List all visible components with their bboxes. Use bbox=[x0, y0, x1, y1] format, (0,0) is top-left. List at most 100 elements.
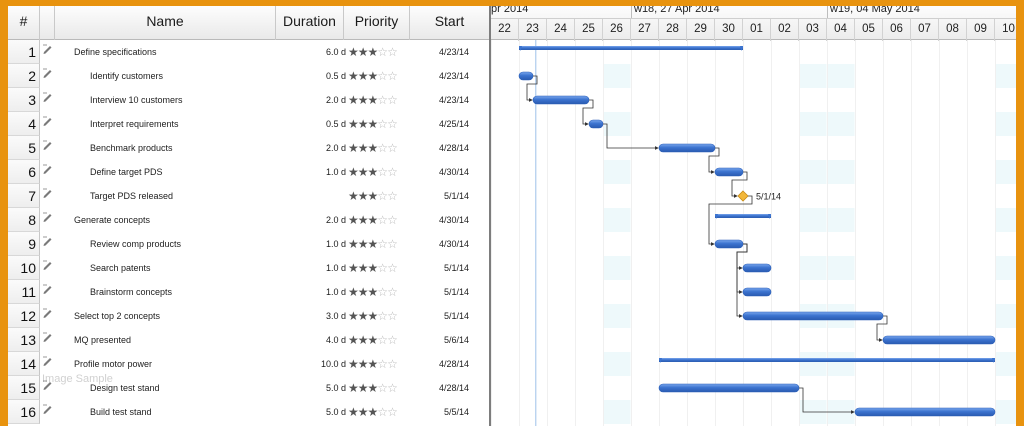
day-label[interactable]: 28 bbox=[659, 19, 687, 41]
task-duration[interactable]: 2.0 d bbox=[325, 95, 346, 105]
table-row[interactable]: 9 Review comp products 1.0 d ★★★☆☆ 4/30/14 bbox=[8, 232, 489, 256]
day-label[interactable]: 30 bbox=[715, 19, 743, 41]
priority-stars[interactable]: ★★★☆☆ bbox=[348, 280, 412, 304]
star-filled-icon[interactable]: ★ bbox=[367, 117, 379, 131]
star-filled-icon[interactable]: ★ bbox=[367, 357, 379, 371]
note-pencil-icon[interactable] bbox=[42, 331, 53, 343]
task-name[interactable]: Select top 2 concepts bbox=[74, 311, 161, 321]
note-pencil-icon[interactable] bbox=[42, 379, 53, 391]
task-start-date[interactable]: 4/30/14 bbox=[438, 215, 469, 225]
star-filled-icon[interactable]: ★ bbox=[348, 333, 359, 347]
star-filled-icon[interactable]: ★ bbox=[367, 309, 379, 323]
priority-stars[interactable]: ★★★☆☆ bbox=[348, 352, 412, 376]
task-duration[interactable]: 5.0 d bbox=[325, 407, 346, 417]
row-number[interactable]: 14 bbox=[8, 352, 40, 376]
star-filled-icon[interactable]: ★ bbox=[357, 141, 369, 155]
star-empty-icon[interactable]: ☆ bbox=[387, 189, 398, 203]
star-filled-icon[interactable]: ★ bbox=[367, 45, 379, 59]
priority-stars[interactable]: ★★★☆☆ bbox=[348, 136, 412, 160]
day-label[interactable]: 07 bbox=[911, 19, 939, 41]
row-number[interactable]: 1 bbox=[8, 40, 40, 64]
day-label[interactable]: 29 bbox=[687, 19, 715, 41]
star-filled-icon[interactable]: ★ bbox=[367, 69, 379, 83]
star-filled-icon[interactable]: ★ bbox=[357, 357, 369, 371]
star-empty-icon[interactable]: ☆ bbox=[377, 69, 388, 83]
priority-stars[interactable]: ★★★☆☆ bbox=[348, 184, 412, 208]
table-row[interactable]: 10 Search patents 1.0 d ★★★☆☆ 5/1/14 bbox=[8, 256, 489, 280]
star-filled-icon[interactable]: ★ bbox=[357, 381, 369, 395]
task-name[interactable]: Interpret requirements bbox=[90, 119, 179, 129]
day-label[interactable]: 25 bbox=[575, 19, 603, 41]
task-name[interactable]: Generate concepts bbox=[74, 215, 151, 225]
table-row[interactable]: 8 Generate concepts 2.0 d ★★★☆☆ 4/30/14 bbox=[8, 208, 489, 232]
task-duration[interactable]: 10.0 d bbox=[320, 359, 346, 369]
table-row[interactable]: 13 MQ presented 4.0 d ★★★☆☆ 5/6/14 bbox=[8, 328, 489, 352]
table-row[interactable]: 4 Interpret requirements 0.5 d ★★★☆☆ 4/25/14 bbox=[8, 112, 489, 136]
row-number[interactable]: 2 bbox=[8, 64, 40, 88]
task-name[interactable]: Design test stand bbox=[90, 383, 160, 393]
star-empty-icon[interactable]: ☆ bbox=[377, 381, 388, 395]
star-empty-icon[interactable]: ☆ bbox=[387, 381, 398, 395]
star-empty-icon[interactable]: ☆ bbox=[377, 261, 388, 275]
task-start-date[interactable]: 5/1/14 bbox=[443, 287, 469, 297]
table-row[interactable]: 3 Interview 10 customers 2.0 d ★★★☆☆ 4/23/14 bbox=[8, 88, 489, 112]
star-empty-icon[interactable]: ☆ bbox=[377, 165, 388, 179]
column-header-name[interactable]: Name bbox=[55, 6, 276, 40]
table-row[interactable]: 2 Identify customers 0.5 d ★★★☆☆ 4/23/14 bbox=[8, 64, 489, 88]
star-empty-icon[interactable]: ☆ bbox=[377, 237, 388, 251]
day-label[interactable]: 24 bbox=[547, 19, 575, 41]
day-label[interactable]: 05 bbox=[855, 19, 883, 41]
task-duration[interactable]: 4.0 d bbox=[325, 335, 346, 345]
row-number[interactable]: 12 bbox=[8, 304, 40, 328]
star-filled-icon[interactable]: ★ bbox=[348, 117, 359, 131]
star-filled-icon[interactable]: ★ bbox=[367, 141, 379, 155]
priority-stars[interactable]: ★★★☆☆ bbox=[348, 64, 412, 88]
task-start-date[interactable]: 4/23/14 bbox=[438, 71, 469, 81]
day-label[interactable]: 04 bbox=[827, 19, 855, 41]
row-number[interactable]: 6 bbox=[8, 160, 40, 184]
star-empty-icon[interactable]: ☆ bbox=[377, 45, 388, 59]
task-name[interactable]: Profile motor power bbox=[74, 359, 153, 369]
note-pencil-icon[interactable] bbox=[42, 283, 53, 295]
row-number[interactable]: 4 bbox=[8, 112, 40, 136]
row-number[interactable]: 13 bbox=[8, 328, 40, 352]
priority-stars[interactable]: ★★★☆☆ bbox=[348, 256, 412, 280]
table-row[interactable]: 16 Build test stand 5.0 d ★★★☆☆ 5/5/14 bbox=[8, 400, 489, 424]
star-filled-icon[interactable]: ★ bbox=[357, 309, 369, 323]
note-pencil-icon[interactable] bbox=[42, 115, 53, 127]
column-header-priority[interactable]: Priority bbox=[344, 6, 410, 40]
day-label[interactable]: 08 bbox=[939, 19, 967, 41]
task-name[interactable]: Target PDS released bbox=[90, 191, 174, 201]
star-empty-icon[interactable]: ☆ bbox=[377, 309, 388, 323]
star-empty-icon[interactable]: ☆ bbox=[377, 333, 388, 347]
task-start-date[interactable]: 5/1/14 bbox=[443, 191, 469, 201]
star-empty-icon[interactable]: ☆ bbox=[387, 117, 398, 131]
task-duration[interactable]: 1.0 d bbox=[325, 263, 346, 273]
task-name[interactable]: Build test stand bbox=[90, 407, 152, 417]
task-duration[interactable]: 2.0 d bbox=[325, 143, 346, 153]
column-header-start[interactable]: Start bbox=[434, 13, 465, 29]
task-name[interactable]: Search patents bbox=[90, 263, 151, 273]
task-duration[interactable]: 1.0 d bbox=[325, 239, 346, 249]
day-label[interactable]: 01 bbox=[743, 19, 771, 41]
star-filled-icon[interactable]: ★ bbox=[357, 405, 369, 419]
star-filled-icon[interactable]: ★ bbox=[357, 165, 369, 179]
star-filled-icon[interactable]: ★ bbox=[348, 381, 359, 395]
star-empty-icon[interactable]: ☆ bbox=[387, 69, 398, 83]
task-duration[interactable]: 0.5 d bbox=[325, 71, 346, 81]
priority-stars[interactable]: ★★★☆☆ bbox=[348, 232, 412, 256]
star-filled-icon[interactable]: ★ bbox=[357, 237, 369, 251]
task-name[interactable]: Identify customers bbox=[90, 71, 164, 81]
star-empty-icon[interactable]: ☆ bbox=[387, 333, 398, 347]
priority-stars[interactable]: ★★★☆☆ bbox=[348, 304, 412, 328]
star-filled-icon[interactable]: ★ bbox=[367, 405, 379, 419]
star-filled-icon[interactable]: ★ bbox=[348, 69, 359, 83]
star-filled-icon[interactable]: ★ bbox=[348, 189, 359, 203]
task-duration[interactable]: 1.0 d bbox=[325, 287, 346, 297]
table-row[interactable]: 5 Benchmark products 2.0 d ★★★☆☆ 4/28/14 bbox=[8, 136, 489, 160]
task-start-date[interactable]: 4/30/14 bbox=[438, 239, 469, 249]
star-filled-icon[interactable]: ★ bbox=[367, 237, 379, 251]
task-duration[interactable]: 3.0 d bbox=[325, 311, 346, 321]
day-label[interactable]: 27 bbox=[631, 19, 659, 41]
star-empty-icon[interactable]: ☆ bbox=[377, 405, 388, 419]
